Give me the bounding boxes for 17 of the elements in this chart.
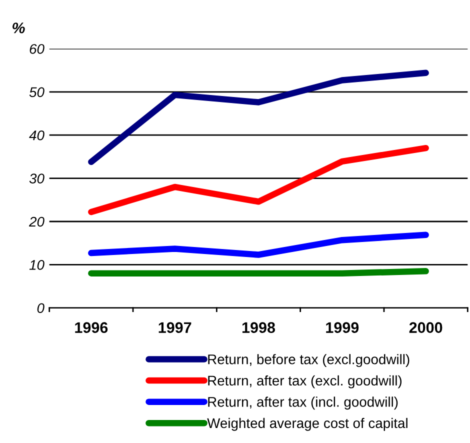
legend-label: Return, after tax (incl. goodwill) (208, 396, 398, 410)
y-tick-label: 30 (29, 174, 44, 184)
y-axis-title: % (12, 22, 25, 34)
x-tick-label: 1999 (326, 322, 359, 333)
x-tick-label: 1998 (242, 322, 276, 333)
x-tick-label: 1997 (158, 322, 192, 333)
legend-label: Return, after tax (excl. goodwill) (208, 375, 402, 388)
y-tick-label: 0 (37, 303, 44, 314)
legend-label: Return, before tax (excl.goodwill) (208, 354, 410, 368)
y-tick-label: 40 (29, 130, 44, 140)
x-tick-label: 1996 (75, 322, 108, 333)
y-tick-label: 10 (29, 260, 44, 270)
y-tick-label: 60 (30, 44, 44, 54)
y-tick-label: 20 (28, 216, 44, 227)
legend-label: Weighted average cost of capital (207, 418, 408, 431)
y-tick-label: 50 (29, 87, 44, 98)
x-tick-label: 2000 (409, 322, 442, 333)
